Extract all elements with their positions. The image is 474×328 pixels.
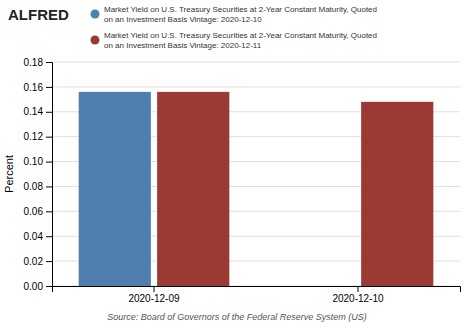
tick-label: 0.08 [24, 181, 44, 192]
x-axis: 2020-12-09 2020-12-10 [53, 286, 461, 304]
tick-mark [46, 186, 52, 187]
tick-label: 0.16 [24, 82, 44, 93]
tick-label: 0.10 [24, 156, 44, 167]
tick-mark [46, 236, 52, 237]
legend-item: Market Yield on U.S. Treasury Securities… [91, 5, 378, 24]
tick-mark [46, 211, 52, 212]
tick-label: 0.04 [24, 231, 44, 242]
legend-label: Market Yield on U.S. Treasury Securities… [104, 31, 377, 50]
tick-label: 2020-12-09 [128, 293, 180, 304]
tick-label: 0.02 [24, 256, 44, 267]
bar [157, 92, 229, 286]
plot: 0.00 0.02 0.04 0.06 0.08 0.10 0.12 0.14 0.16 0.18… [24, 57, 461, 304]
tick-mark [154, 286, 155, 292]
tick-label: 0.06 [24, 206, 44, 217]
tick: 0.02 [24, 256, 52, 267]
legend: Market Yield on U.S. Treasury Securities… [91, 5, 378, 50]
tick-label: 0.00 [24, 281, 44, 292]
legend-item: Market Yield on U.S. Treasury Securities… [91, 31, 378, 50]
grid-line [52, 62, 460, 63]
tick-mark [358, 286, 359, 292]
axis-domain [46, 63, 53, 287]
tick-mark [46, 286, 52, 287]
tick-mark [46, 261, 52, 262]
grid [52, 62, 460, 286]
tick-label: 2020-12-10 [332, 293, 384, 304]
tick: 0.06 [24, 206, 52, 217]
tick-label: 0.12 [24, 131, 44, 142]
tick-mark [46, 162, 52, 163]
tick-mark [46, 62, 52, 63]
tick: 2020-12-09 [128, 286, 180, 304]
tick: 0.10 [24, 156, 52, 167]
y-axis: 0.00 0.02 0.04 0.06 0.08 0.10 0.12 0.14 0.16 0.18 [24, 57, 53, 292]
tick-label: 0.18 [24, 57, 44, 68]
axis-domain [53, 287, 461, 293]
tick-mark [46, 112, 52, 113]
tick: 0.00 [24, 281, 52, 292]
bar [361, 102, 433, 286]
legend-label: Market Yield on U.S. Treasury Securities… [104, 5, 377, 24]
tick-mark [46, 87, 52, 88]
tick: 0.14 [24, 106, 52, 117]
tick: 0.08 [24, 181, 52, 192]
y-axis-title: Percent [3, 155, 15, 193]
tick: 0.18 [24, 57, 52, 68]
tick: 0.12 [24, 131, 52, 142]
tick: 2020-12-10 [332, 286, 384, 304]
legend-swatch [91, 36, 100, 45]
bar [79, 92, 151, 286]
tick: 0.04 [24, 231, 52, 242]
tick-mark [46, 137, 52, 138]
tick: 0.16 [24, 82, 52, 93]
tick-label: 0.14 [24, 106, 44, 117]
grid-line [52, 86, 460, 87]
source: Source: Board of Governors of the Federa… [107, 312, 367, 322]
bars [79, 92, 434, 286]
legend-swatch [91, 10, 100, 19]
chart: ALFRED Market Yield on U.S. Treasury Secu… [0, 0, 474, 328]
logo: ALFRED [8, 6, 69, 23]
